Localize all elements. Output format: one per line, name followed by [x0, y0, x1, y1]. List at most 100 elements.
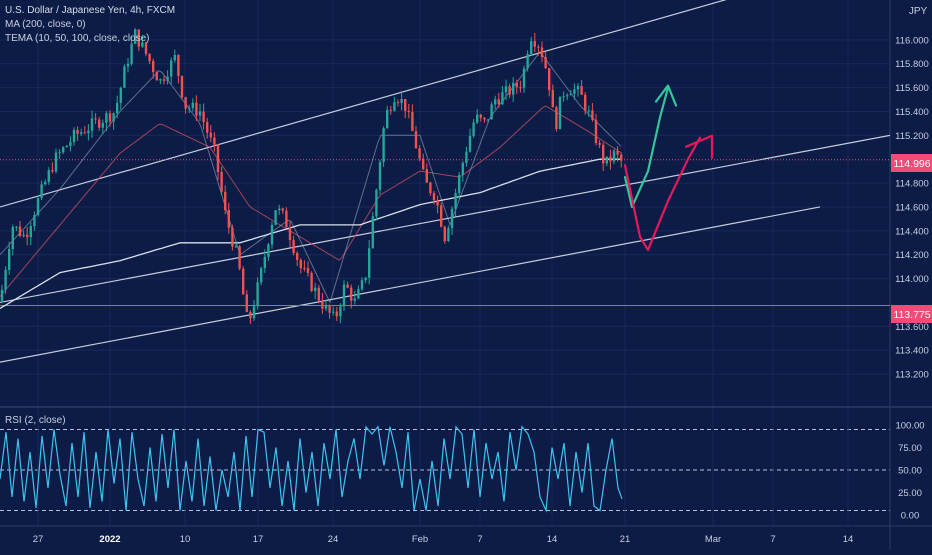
time-tick-label: 14 — [547, 534, 558, 545]
candle-body — [249, 311, 252, 319]
candle-body — [292, 240, 295, 254]
current-price-badge: 114.996 — [891, 154, 932, 172]
candle-body — [450, 208, 454, 229]
candle-body — [389, 109, 392, 111]
candle-body — [605, 156, 608, 164]
candle-body — [288, 227, 292, 241]
candle-body — [224, 191, 227, 211]
vertical-grid — [37, 0, 849, 526]
symbol-title[interactable]: U.S. Dollar / Japanese Yen, 4h, FXCM — [5, 5, 175, 16]
price-grid — [0, 39, 890, 375]
candle-body — [425, 169, 428, 183]
tema-fast-line — [0, 50, 622, 304]
channel-lines[interactable] — [0, 0, 891, 363]
time-axis[interactable]: 27 2022 10 17 24 Feb 7 14 21 Mar 7 14 — [33, 534, 854, 545]
candle-body — [584, 94, 587, 111]
candle-body — [36, 198, 40, 216]
time-tick-label: 14 — [843, 534, 854, 545]
candle-body — [281, 208, 284, 211]
candle-body — [342, 284, 346, 307]
candle-body — [378, 161, 382, 190]
candle-body — [83, 132, 86, 134]
candle-body — [47, 170, 50, 182]
candle-body — [598, 142, 601, 145]
candle-body — [0, 289, 4, 303]
candle-body — [29, 226, 32, 238]
candle-body — [278, 208, 281, 211]
candle-body — [609, 156, 612, 162]
candle-body — [375, 189, 378, 217]
candle-body — [310, 273, 313, 292]
rsi-line — [0, 425, 623, 513]
candle-body — [58, 152, 61, 154]
candle-body — [483, 117, 486, 120]
rsi-axis[interactable]: 100.00 75.00 50.00 25.00 0.00 — [895, 421, 924, 522]
time-tick-label: 2022 — [99, 534, 120, 545]
price-axis[interactable]: 116.000 115.800 115.600 115.400 115.200 114.8… — [895, 35, 929, 380]
candle-body — [260, 268, 263, 283]
current-price-label: 114.996 — [893, 158, 930, 170]
rsi-tick-label: 100.00 — [895, 421, 924, 432]
candle-body — [522, 68, 526, 88]
candle-body — [11, 226, 14, 250]
candle-body — [371, 216, 374, 249]
candle-body — [148, 53, 151, 62]
rsi-series — [0, 425, 623, 513]
candle-body — [173, 54, 176, 61]
candle-body — [263, 256, 266, 269]
candle-body — [382, 128, 385, 162]
tema-legend[interactable]: TEMA (10, 50, 100, close, close) — [5, 33, 150, 44]
time-tick-label: 17 — [253, 534, 264, 545]
candle-body — [4, 269, 7, 290]
pink-arrow-path — [623, 136, 702, 251]
ma-legend[interactable]: MA (200, close, 0) — [5, 19, 86, 30]
candle-body — [40, 184, 43, 199]
projection-arrows[interactable] — [623, 84, 714, 251]
rsi-grid — [0, 429, 890, 511]
candle-body — [256, 282, 259, 307]
price-tick-label: 114.800 — [895, 179, 929, 190]
pink-arrow-head — [684, 134, 714, 159]
candle-body — [317, 287, 320, 301]
candle-body — [515, 82, 518, 88]
candle-body — [465, 151, 468, 163]
candle-body — [191, 102, 194, 109]
price-tick-label: 116.000 — [895, 35, 929, 46]
time-tick-label: Feb — [412, 534, 428, 545]
candle-body — [360, 280, 364, 290]
candle-body — [209, 132, 212, 138]
candle-body — [404, 98, 407, 111]
candle-body — [422, 158, 425, 170]
channel-line-2 — [0, 134, 891, 304]
candle-body — [159, 79, 162, 81]
candle-body — [580, 85, 583, 95]
candle-body — [335, 311, 338, 317]
candle-body — [411, 112, 414, 131]
candle-body — [202, 111, 205, 123]
candle-body — [490, 104, 493, 120]
candle-body — [533, 41, 536, 47]
candle-body — [587, 110, 590, 112]
candle-body — [544, 56, 547, 69]
candle-body — [364, 277, 367, 281]
candle-body — [350, 287, 353, 301]
time-tick-label: 27 — [33, 534, 44, 545]
candle-body — [620, 154, 623, 161]
candle-body — [616, 150, 619, 155]
candle-body — [119, 87, 122, 103]
candle-body — [346, 284, 349, 288]
price-tick-label: 115.800 — [895, 59, 929, 70]
candle-body — [306, 268, 310, 274]
price-tick-label: 113.200 — [895, 370, 929, 381]
candle-body — [440, 205, 443, 227]
price-tick-label: 114.200 — [895, 250, 929, 261]
candle-body — [476, 114, 479, 123]
candle-body — [44, 181, 47, 185]
candle-body — [357, 289, 360, 299]
candle-body — [126, 63, 130, 67]
candle-body — [566, 95, 569, 97]
rsi-legend[interactable]: RSI (2, close) — [5, 415, 66, 426]
candle-body — [321, 300, 324, 309]
